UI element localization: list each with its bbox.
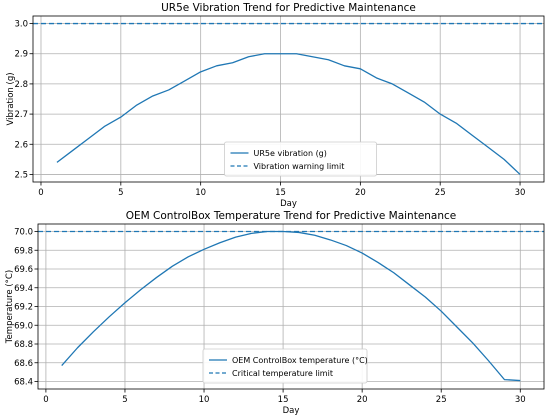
- temperature-x-tick-label: 30: [515, 395, 526, 405]
- temperature-x-tick-label: 20: [357, 395, 368, 405]
- temperature-legend-label: OEM ControlBox temperature (°C): [232, 356, 368, 365]
- temperature-x-axis-label: Day: [283, 406, 300, 416]
- vibration-x-tick-label: 15: [275, 188, 286, 198]
- temperature-chart-panel: 0 5 10 15 20 25 30 68.4 68.6 68.8 69.0 69.2 69.4 69.6…: [5, 210, 545, 416]
- vibration-legend-label: UR5e vibration (g): [254, 149, 327, 158]
- vibration-legend: UR5e vibration (g) Vibration warning limi…: [224, 141, 377, 177]
- temperature-legend-box: [202, 348, 368, 384]
- vibration-x-tick-label: 25: [435, 188, 446, 198]
- temperature-y-tick-label: 68.4: [14, 378, 33, 388]
- temperature-y-tick-label: 70.0: [14, 228, 33, 238]
- temperature-x-tick-label: 15: [278, 395, 289, 405]
- temperature-y-tick-label: 69.8: [14, 246, 33, 256]
- vibration-y-tick-label: 2.6: [14, 140, 28, 150]
- temperature-y-axis-label: Temperature (°C): [5, 270, 15, 344]
- vibration-y-tick-label: 2.9: [14, 50, 28, 60]
- temperature-y-tick-label: 69.6: [14, 265, 33, 275]
- temperature-y-tick-label: 68.6: [14, 359, 33, 369]
- vibration-x-tick-label: 0: [38, 188, 43, 198]
- vibration-y-tick-label: 2.8: [14, 80, 28, 90]
- vibration-x-tick-label: 10: [195, 188, 206, 198]
- temperature-legend: OEM ControlBox temperature (°C) Critical …: [202, 348, 368, 384]
- temperature-x-tick-label: 10: [199, 395, 210, 405]
- vibration-legend-label: Vibration warning limit: [254, 162, 345, 171]
- temperature-y-tick-label: 69.2: [14, 303, 33, 313]
- temperature-legend-label: Critical temperature limit: [232, 369, 333, 378]
- temperature-y-tick-label: 69.4: [14, 284, 33, 294]
- temperature-x-tick-label: 0: [43, 395, 48, 405]
- vibration-chart-panel: 0 5 10 15 20 25 30 2.5 2.6 2.7 2.8 2.9 3.0 UR5e Vibra…: [6, 2, 545, 209]
- vibration-x-axis-label: Day: [280, 199, 297, 209]
- vibration-chart-title: UR5e Vibration Trend for Predictive Main…: [161, 2, 416, 14]
- temperature-y-tick-label: 69.0: [14, 321, 33, 331]
- temperature-y-tick-label: 68.8: [14, 340, 33, 350]
- vibration-y-tick-label: 2.5: [14, 170, 28, 180]
- vibration-y-tick-label: 2.7: [14, 110, 28, 120]
- vibration-x-tick-label: 30: [515, 188, 526, 198]
- vibration-x-tick-label: 20: [355, 188, 366, 198]
- vibration-x-tick-label: 5: [118, 188, 123, 198]
- vibration-plot-frame: [32, 15, 545, 183]
- vibration-series-line: [56, 53, 521, 175]
- vibration-y-axis-label: Vibration (g): [6, 72, 16, 125]
- vibration-y-tick-label: 3.0: [14, 20, 28, 30]
- temperature-chart-title: OEM ControlBox Temperature Trend for Pre…: [126, 210, 457, 222]
- temperature-x-tick-label: 25: [436, 395, 447, 405]
- vibration-legend-box: [224, 141, 377, 177]
- temperature-x-tick-label: 5: [122, 395, 127, 405]
- temperature-plot-frame: [37, 223, 545, 390]
